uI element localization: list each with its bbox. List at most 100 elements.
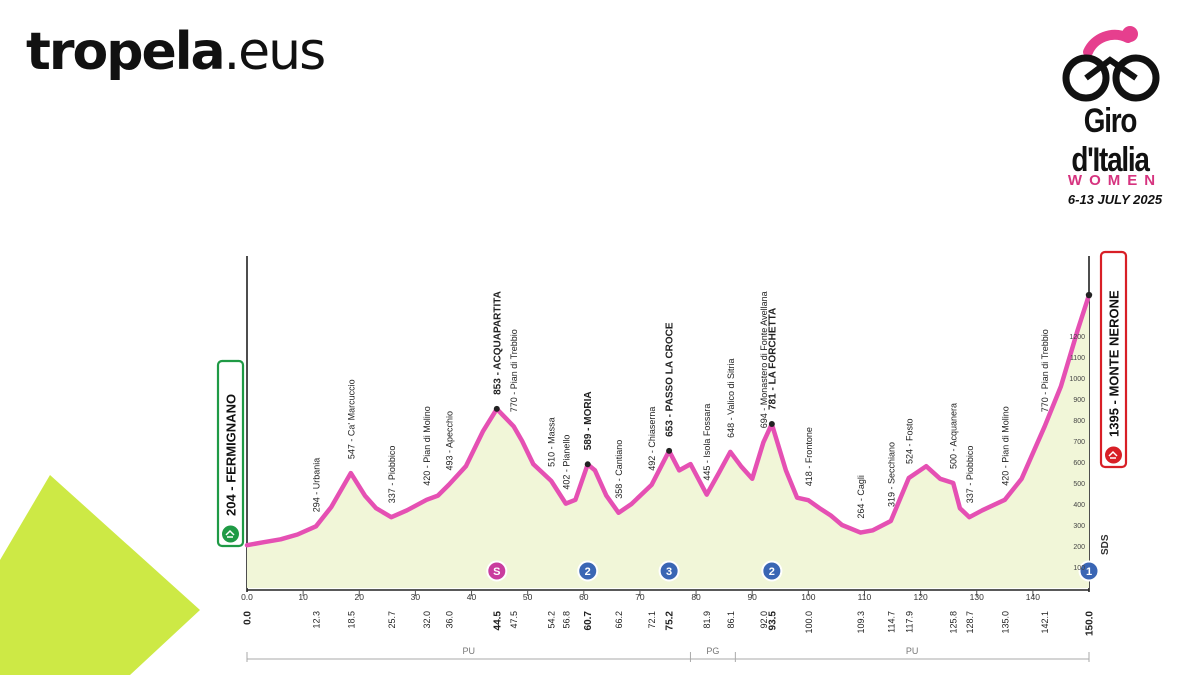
race-subtitle: WOMEN: [1067, 172, 1163, 189]
waypoint-label: 492 - Chiaserna: [647, 407, 657, 471]
profile-area: [247, 295, 1089, 588]
finish-marker: [1085, 291, 1093, 299]
finish-cyclist-icon: [1108, 450, 1118, 459]
waypoint-label: 853 - ACQUAPARTITA: [492, 291, 503, 395]
km-label: 128.7: [965, 611, 975, 634]
km-label: 114.7: [886, 611, 896, 633]
km-label: 56.8: [561, 611, 571, 629]
waypoint-label: 781 - LA FORCHETTA: [767, 308, 778, 410]
race-name: Giro d'Italia: [1071, 102, 1150, 179]
km-label: 125.8: [949, 611, 959, 634]
km-label: 117.9: [904, 611, 914, 633]
x-tick-label: 60: [579, 592, 589, 602]
start-cyclist-icon: [225, 529, 235, 538]
km-label: 12.3: [312, 611, 322, 629]
race-logo: Giro d'Italia WOMEN 6-13 JULY 2025: [1030, 20, 1190, 207]
km-label: 92.0: [759, 611, 769, 629]
km-label: 150.0: [1085, 611, 1096, 636]
decorative-corner-shape: [0, 475, 200, 675]
km-label: 72.1: [647, 611, 657, 629]
km-label: 135.0: [1000, 611, 1010, 634]
waypoint-label: 264 - Cagli: [856, 475, 866, 519]
x-tick-label: 10: [298, 592, 308, 602]
waypoint-label: 420 - Pian di Molino: [1000, 406, 1010, 486]
x-tick-label: 0.0: [241, 592, 253, 602]
waypoint-label: 294 - Urbania: [312, 458, 322, 513]
waypoint-label: 770 - Pian di Trebbio: [509, 329, 519, 412]
km-label: 54.2: [547, 611, 557, 629]
km-label: 75.2: [665, 611, 676, 631]
x-tick-label: 40: [467, 592, 477, 602]
summit-marker: [493, 405, 500, 412]
sds-label: SDS: [1100, 534, 1111, 555]
x-tick-label: 110: [858, 592, 872, 602]
profile-line: [244, 292, 1092, 548]
altitude-tick-label: 400: [1073, 502, 1085, 509]
waypoint-label: 547 - Ca' Marcuccio: [346, 379, 356, 459]
x-tick-label: 100: [801, 592, 815, 602]
waypoint-label: 337 - Piobbico: [387, 446, 397, 504]
climb-badge-label: 2: [585, 566, 591, 578]
altitude-tick-label: 500: [1073, 481, 1085, 488]
altitude-tick-label: 300: [1073, 523, 1085, 530]
climb-badge: [761, 560, 783, 582]
km-label: 18.5: [346, 611, 356, 629]
waypoint-label: 445 - Isola Fossara: [702, 404, 712, 481]
x-tick-label: 70: [635, 592, 645, 602]
climb-badge: [577, 560, 599, 582]
finish-box: [1099, 250, 1128, 469]
climb-badge: [1078, 560, 1100, 582]
x-tick-label: 50: [523, 592, 533, 602]
km-label: 109.3: [856, 611, 866, 634]
km-label: 81.9: [702, 611, 712, 629]
x-tick-label: 90: [747, 592, 757, 602]
altitude-tick-label: 200: [1073, 544, 1085, 551]
km-label: 47.5: [509, 611, 519, 629]
race-logo-icon: [1062, 26, 1160, 102]
waypoint-label: 358 - Cantiano: [614, 440, 624, 499]
altitude-tick-label: 600: [1073, 460, 1085, 467]
waypoint-label: 500 - Acquanera: [949, 403, 959, 469]
climb-badge-label: 2: [769, 566, 775, 578]
climb-badge-label: 1: [1086, 566, 1092, 578]
waypoint-label: 510 - Massa: [547, 417, 557, 467]
finish-label: 1395 - MONTE NERONE: [1107, 290, 1122, 437]
x-tick-label: 130: [970, 592, 984, 602]
x-tick-label: 140: [1026, 592, 1040, 602]
climb-badge-label: S: [493, 566, 500, 578]
x-tick-label: 120: [914, 592, 928, 602]
waypoint-label: 589 - MORIA: [583, 391, 594, 450]
waypoint-label: 524 - Fosto: [904, 418, 914, 464]
waypoint-label: 402 - Pianello: [561, 435, 571, 490]
start-icon: [222, 525, 239, 543]
x-tick-label: 30: [411, 592, 421, 602]
summit-marker: [768, 420, 775, 427]
waypoint-label: 319 - Secchiano: [886, 442, 896, 507]
start-box: [216, 359, 245, 548]
province-label: PG: [706, 646, 719, 656]
climb-badge: [486, 560, 508, 582]
x-tick-label: 80: [691, 592, 701, 602]
altitude-tick-label: 1200: [1069, 334, 1085, 341]
km-label: 32.0: [422, 611, 432, 629]
finish-icon: [1105, 446, 1122, 464]
province-label: PU: [906, 646, 919, 656]
climb-badge: [658, 560, 680, 582]
waypoint-label: 420 - Pian di Molino: [422, 406, 432, 486]
altitude-tick-label: 1100: [1070, 355, 1085, 362]
km-label: 86.1: [726, 611, 736, 629]
altitude-tick-label: 1000: [1069, 376, 1085, 383]
province-label: PU: [462, 646, 475, 656]
waypoint-label: 653 - PASSO LA CROCE: [665, 322, 676, 437]
km-label: 25.7: [387, 611, 397, 629]
altitude-tick-label: 800: [1073, 418, 1085, 425]
x-tick-label: 20: [355, 592, 365, 602]
race-dates: 6-13 JULY 2025: [1067, 192, 1163, 207]
waypoint-label: 337 - Piobbico: [965, 446, 975, 504]
waypoint-label: 648 - Valico di Sitria: [726, 359, 736, 438]
km-label: 44.5: [492, 611, 503, 631]
climb-badge-label: 3: [666, 566, 672, 578]
summit-marker: [584, 461, 591, 468]
km-label: 0.0: [243, 611, 254, 625]
